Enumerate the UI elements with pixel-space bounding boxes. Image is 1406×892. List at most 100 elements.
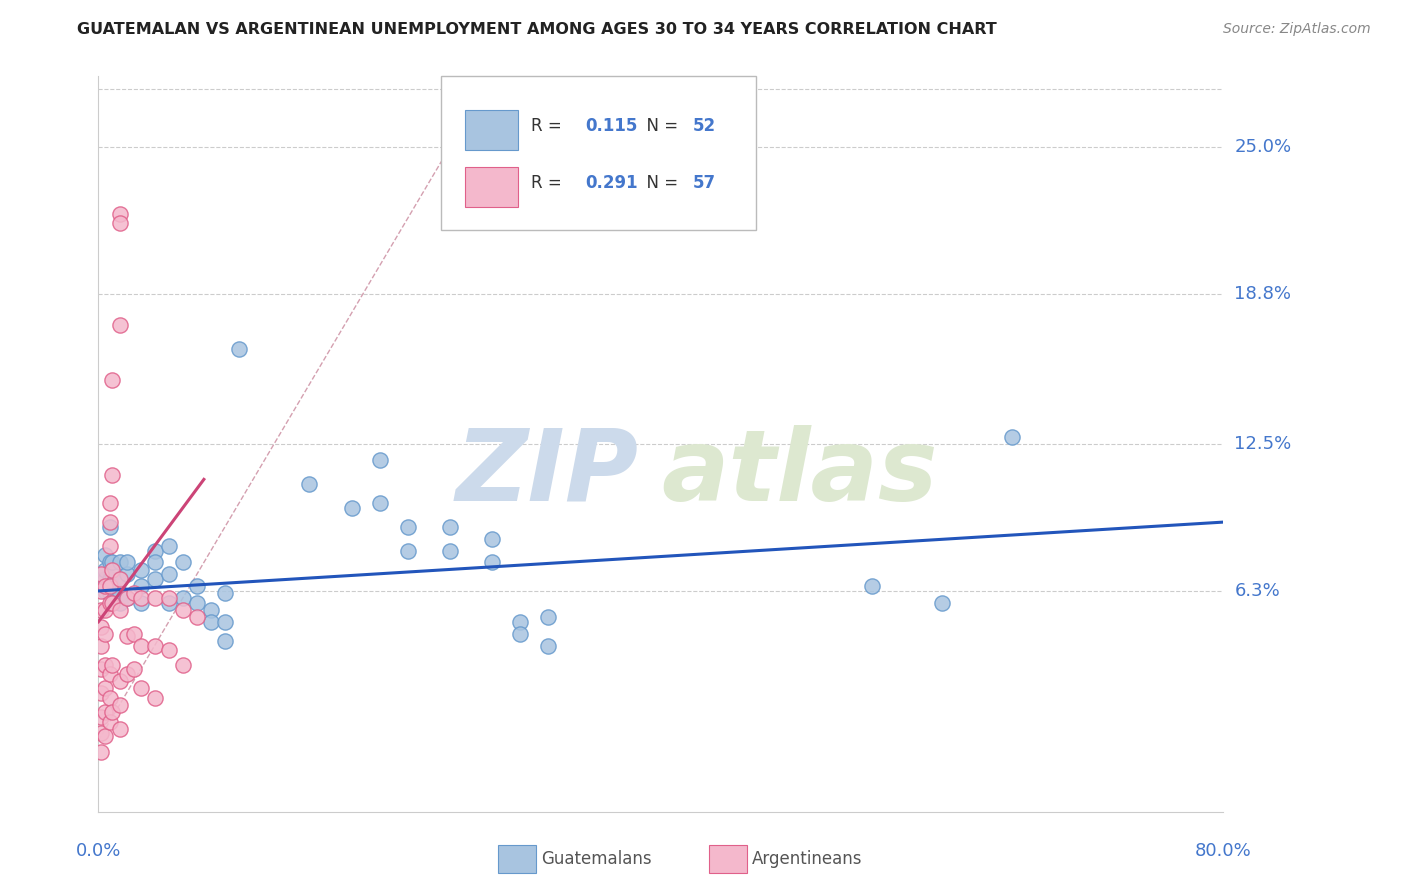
Point xyxy=(115,567,138,582)
Point xyxy=(90,619,112,633)
FancyBboxPatch shape xyxy=(465,167,517,207)
Point xyxy=(157,539,180,553)
Point xyxy=(172,556,194,570)
Point xyxy=(98,556,121,570)
Text: Argentineans: Argentineans xyxy=(752,850,863,868)
Point xyxy=(94,626,117,640)
Point xyxy=(172,591,194,605)
Text: 12.5%: 12.5% xyxy=(1234,434,1292,453)
Point xyxy=(108,722,131,736)
Text: N =: N = xyxy=(636,117,683,135)
Point xyxy=(931,596,953,610)
Point xyxy=(860,579,883,593)
Point xyxy=(98,572,121,586)
Point xyxy=(108,318,131,332)
Text: GUATEMALAN VS ARGENTINEAN UNEMPLOYMENT AMONG AGES 30 TO 34 YEARS CORRELATION CHA: GUATEMALAN VS ARGENTINEAN UNEMPLOYMENT A… xyxy=(77,22,997,37)
Point xyxy=(129,579,152,593)
Point xyxy=(108,206,131,220)
Point xyxy=(214,633,236,648)
Point xyxy=(214,586,236,600)
Point xyxy=(143,572,166,586)
Text: ZIP: ZIP xyxy=(456,425,638,522)
Point xyxy=(122,626,145,640)
Point xyxy=(98,596,121,610)
Point xyxy=(157,567,180,582)
Text: 52: 52 xyxy=(692,117,716,135)
Text: Source: ZipAtlas.com: Source: ZipAtlas.com xyxy=(1223,22,1371,37)
Point xyxy=(101,563,124,577)
Point xyxy=(98,520,121,534)
Text: 57: 57 xyxy=(692,174,716,192)
Point xyxy=(90,639,112,653)
Point xyxy=(94,572,117,586)
Point xyxy=(90,603,112,617)
Point xyxy=(98,586,121,600)
Point xyxy=(396,543,419,558)
Point xyxy=(172,657,194,672)
Point xyxy=(90,745,112,759)
Text: N =: N = xyxy=(636,174,683,192)
Point xyxy=(101,596,124,610)
Point xyxy=(98,714,121,729)
Point xyxy=(115,591,138,605)
Text: atlas: atlas xyxy=(661,425,938,522)
Point xyxy=(94,603,117,617)
Point xyxy=(143,690,166,705)
Point xyxy=(101,373,124,387)
Text: 0.115: 0.115 xyxy=(585,117,638,135)
Text: Guatemalans: Guatemalans xyxy=(541,850,652,868)
Point xyxy=(94,563,117,577)
Point xyxy=(98,515,121,529)
Point xyxy=(90,726,112,740)
Point xyxy=(101,567,124,582)
Point xyxy=(186,579,208,593)
Point xyxy=(108,216,131,230)
Point xyxy=(108,556,131,570)
Point xyxy=(481,556,503,570)
Point xyxy=(101,657,124,672)
Point xyxy=(122,662,145,676)
Point xyxy=(143,591,166,605)
Point xyxy=(509,615,531,629)
FancyBboxPatch shape xyxy=(441,76,756,230)
Point xyxy=(108,698,131,712)
Point xyxy=(94,729,117,743)
Point xyxy=(396,520,419,534)
Point xyxy=(90,686,112,700)
Point xyxy=(172,603,194,617)
Point xyxy=(537,639,560,653)
Point xyxy=(157,596,180,610)
Point xyxy=(90,584,112,599)
Text: 0.291: 0.291 xyxy=(585,174,638,192)
Point xyxy=(94,681,117,696)
Point xyxy=(439,520,461,534)
Point xyxy=(186,610,208,624)
Point xyxy=(200,603,222,617)
Point xyxy=(143,639,166,653)
Text: R =: R = xyxy=(531,117,568,135)
Point xyxy=(101,596,124,610)
Point xyxy=(129,639,152,653)
Point xyxy=(143,556,166,570)
Text: 25.0%: 25.0% xyxy=(1234,138,1292,156)
Text: R =: R = xyxy=(531,174,568,192)
Point xyxy=(129,596,152,610)
Point xyxy=(115,556,138,570)
Point xyxy=(157,643,180,657)
Point xyxy=(1001,430,1024,444)
Point xyxy=(108,572,131,586)
Point xyxy=(115,629,138,643)
Point xyxy=(101,556,124,570)
Point xyxy=(214,615,236,629)
Point xyxy=(101,705,124,719)
Point xyxy=(228,342,250,356)
Point xyxy=(157,591,180,605)
Point xyxy=(108,603,131,617)
Point xyxy=(129,591,152,605)
Point xyxy=(439,543,461,558)
Point xyxy=(298,477,321,491)
Point xyxy=(143,543,166,558)
Point xyxy=(98,496,121,510)
Point xyxy=(94,705,117,719)
Point xyxy=(509,626,531,640)
